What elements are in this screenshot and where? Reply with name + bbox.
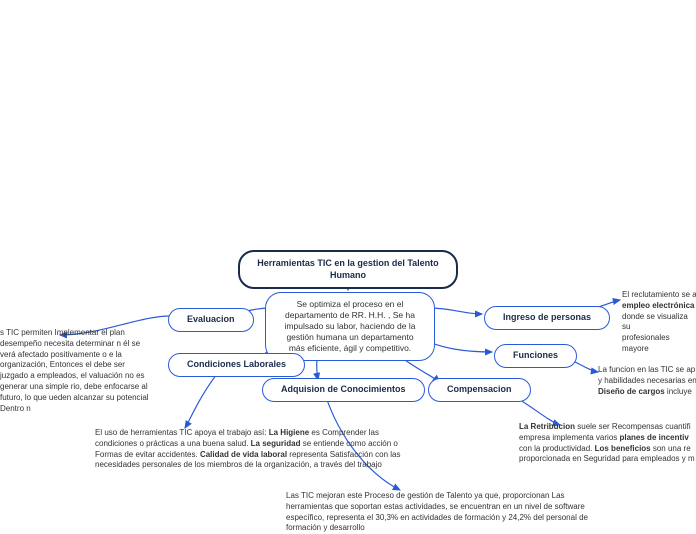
- branch-condiciones: Condiciones Laborales: [168, 353, 305, 377]
- root-node: Herramientas TIC en la gestion del Talen…: [238, 250, 458, 289]
- leaf-compensacion: La Retribucion suele ser Recompensas cua…: [519, 422, 696, 465]
- branch-adquision: Adquision de Conocimientos: [262, 378, 425, 402]
- branch-funciones: Funciones: [494, 344, 577, 368]
- branch-evaluacion: Evaluacion: [168, 308, 254, 332]
- info-node: Se optimiza el proceso en el departament…: [265, 292, 435, 361]
- branch-ingreso: Ingreso de personas: [484, 306, 610, 330]
- leaf-ingreso: El reclutamiento se a empleo electrónica…: [622, 290, 696, 355]
- leaf-funciones: La funcion en las TIC se ap y habilidade…: [598, 365, 696, 397]
- leaf-adquision: Las TIC mejoran este Proceso de gestión …: [286, 491, 611, 534]
- leaf-evaluacion: s TIC permiten Implementar el plan desem…: [0, 328, 155, 414]
- leaf-condiciones: El uso de herramientas TIC apoya el trab…: [95, 428, 405, 471]
- root-title: Herramientas TIC en la gestion del Talen…: [257, 258, 438, 280]
- branch-compensacion: Compensacion: [428, 378, 531, 402]
- info-text: Se optimiza el proceso en el departament…: [285, 299, 416, 353]
